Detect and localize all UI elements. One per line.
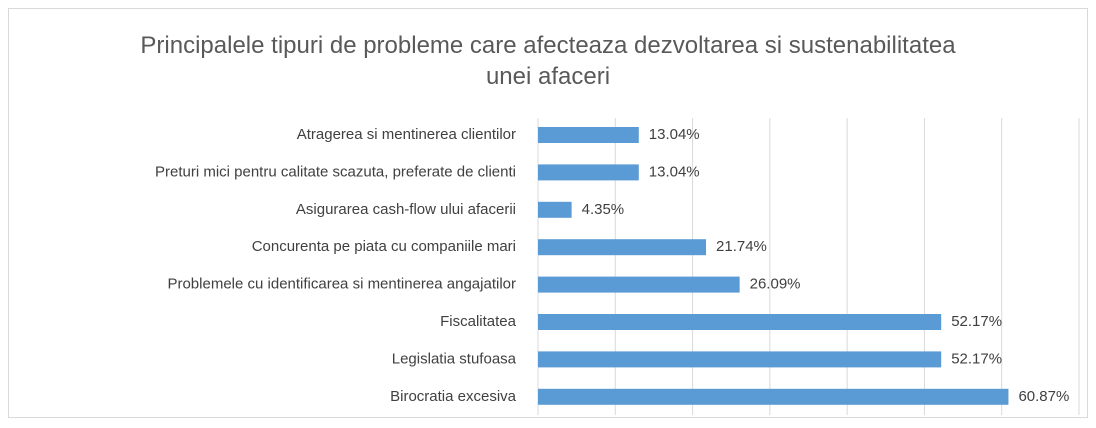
bar [538, 314, 942, 330]
bar [538, 127, 639, 143]
y-tick-label: Asigurarea cash-flow ului afacerii [296, 201, 516, 218]
chart-title: Principalele tipuri de probleme care afe… [140, 32, 956, 90]
data-label: 26.09% [750, 276, 801, 293]
y-tick-label: Problemele cu identificarea si mentinere… [167, 276, 516, 293]
data-label: 4.35% [582, 201, 625, 218]
data-label: 52.17% [951, 313, 1002, 330]
data-label: 21.74% [716, 238, 767, 255]
bar [538, 276, 740, 293]
bar [538, 388, 1009, 405]
bar [538, 201, 572, 218]
data-label: 13.04% [649, 163, 700, 180]
data-label: 13.04% [649, 126, 700, 143]
bar [538, 164, 639, 181]
y-tick-label: Fiscalitatea [440, 313, 517, 330]
bar [538, 351, 942, 368]
y-tick-label: Legislatia stufoasa [392, 350, 517, 367]
chart-frame [8, 8, 1088, 418]
y-tick-label: Concurenta pe piata cu companiile mari [252, 238, 516, 255]
y-tick-label: Birocratia excesiva [390, 388, 517, 405]
y-tick-label: Preturi mici pentru calitate scazuta, pr… [155, 163, 516, 180]
data-label: 60.87% [1018, 388, 1069, 405]
bar [538, 239, 707, 256]
y-tick-label: Atragerea si mentinerea clientilor [297, 126, 516, 143]
data-label: 52.17% [951, 350, 1002, 367]
